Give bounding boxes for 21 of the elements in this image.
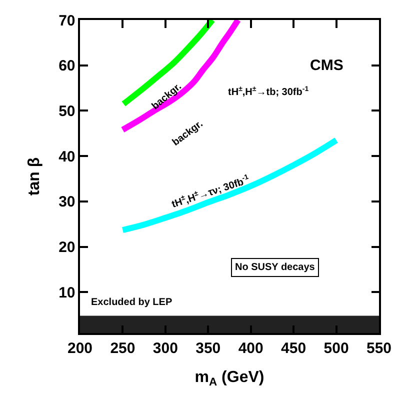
band-label: Excluded by LEP [91, 297, 172, 308]
x-tick-label: 300 [152, 340, 178, 357]
x-tick-label: 400 [238, 340, 264, 357]
annotation: CMS [310, 57, 344, 74]
x-tick-label: 500 [324, 340, 349, 357]
x-axis-title: m$_{A}$ (GeV) [194, 368, 264, 388]
annotation: tH$^{±}$,H$^{±}$→tb; 30fb$^{-1}$ [228, 86, 309, 98]
annotation: No SUSY decays [235, 262, 316, 273]
x-tick-label: 200 [67, 340, 93, 357]
y-tick-label: 20 [58, 239, 76, 256]
y-tick-label: 70 [58, 12, 76, 30]
y-tick-label: 50 [58, 102, 76, 120]
x-tick-label: 550 [366, 340, 392, 357]
y-axis-title: tan β [26, 157, 43, 196]
x-tick-label: 450 [281, 340, 306, 357]
x-tick-label: 250 [110, 340, 136, 357]
x-tick-label: 350 [196, 340, 221, 357]
y-tick-label: 10 [58, 284, 76, 302]
y-tick-label: 40 [58, 148, 76, 166]
y-tick-label: 60 [58, 58, 76, 75]
y-tick-label: 30 [58, 194, 76, 211]
